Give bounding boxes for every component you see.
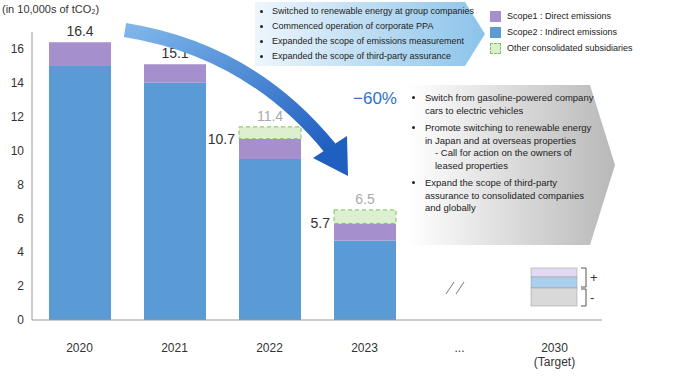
html-text:(in 10,000s of tCO₂): (in 10,000s of tCO₂) [2,3,100,15]
svg-text:10.7: 10.7 [208,131,235,147]
html-text:Switch from gasoline-powered c: Switch from gasoline-powered company car… [425,92,594,116]
html-text:Expanded the scope of third-pa: Expanded the scope of third-party assura… [272,51,452,61]
svg-text:6.5: 6.5 [355,191,375,207]
svg-text:2030(Target): 2030(Target) [534,341,575,369]
html-text:Other consolidated subsidiarie: Other consolidated subsidiaries [507,43,633,53]
html-text:Scope2 : Indirect emissions: Scope2 : Indirect emissions [507,27,618,37]
svg-text:-: - [590,290,594,305]
svg-text:2: 2 [17,279,24,293]
html-text:Scope1 : Direct emissions: Scope1 : Direct emissions [507,11,611,21]
svg-text:0: 0 [17,313,24,327]
svg-text:2022: 2022 [256,341,283,355]
svg-text:16: 16 [11,42,25,56]
svg-text:12: 12 [11,110,25,124]
svg-text:11.4: 11.4 [257,108,283,124]
html-text:Expand the scope of third-part: Expand the scope of third-party assuranc… [425,177,584,213]
svg-text:5.7: 5.7 [311,215,331,231]
svg-text:−60%: −60% [353,89,397,108]
html-text:Expanded the scope of emission: Expanded the scope of emissions measurem… [272,36,465,46]
svg-text:15.1: 15.1 [161,45,188,61]
html-text:Switched to renewable energy a: Switched to renewable energy at group co… [272,6,475,16]
svg-text:...: ... [454,341,464,355]
html-text:Promote switching to renewable: Promote switching to renewable energy in… [425,122,592,146]
svg-text:16.4: 16.4 [66,23,93,39]
svg-text:10: 10 [11,144,25,158]
svg-text:+: + [590,270,598,285]
svg-text:2020: 2020 [66,341,93,355]
svg-text:2023: 2023 [351,341,378,355]
svg-text:4: 4 [17,245,24,259]
svg-text:8: 8 [17,178,24,192]
svg-text:2021: 2021 [161,341,188,355]
html-text:Commenced operation of corpora: Commenced operation of corporate PPA [272,21,434,31]
svg-text:6: 6 [17,212,24,226]
html-text:- Call for action on the owner: - Call for action on the owners of lease… [435,147,572,171]
svg-text:14: 14 [11,76,25,90]
